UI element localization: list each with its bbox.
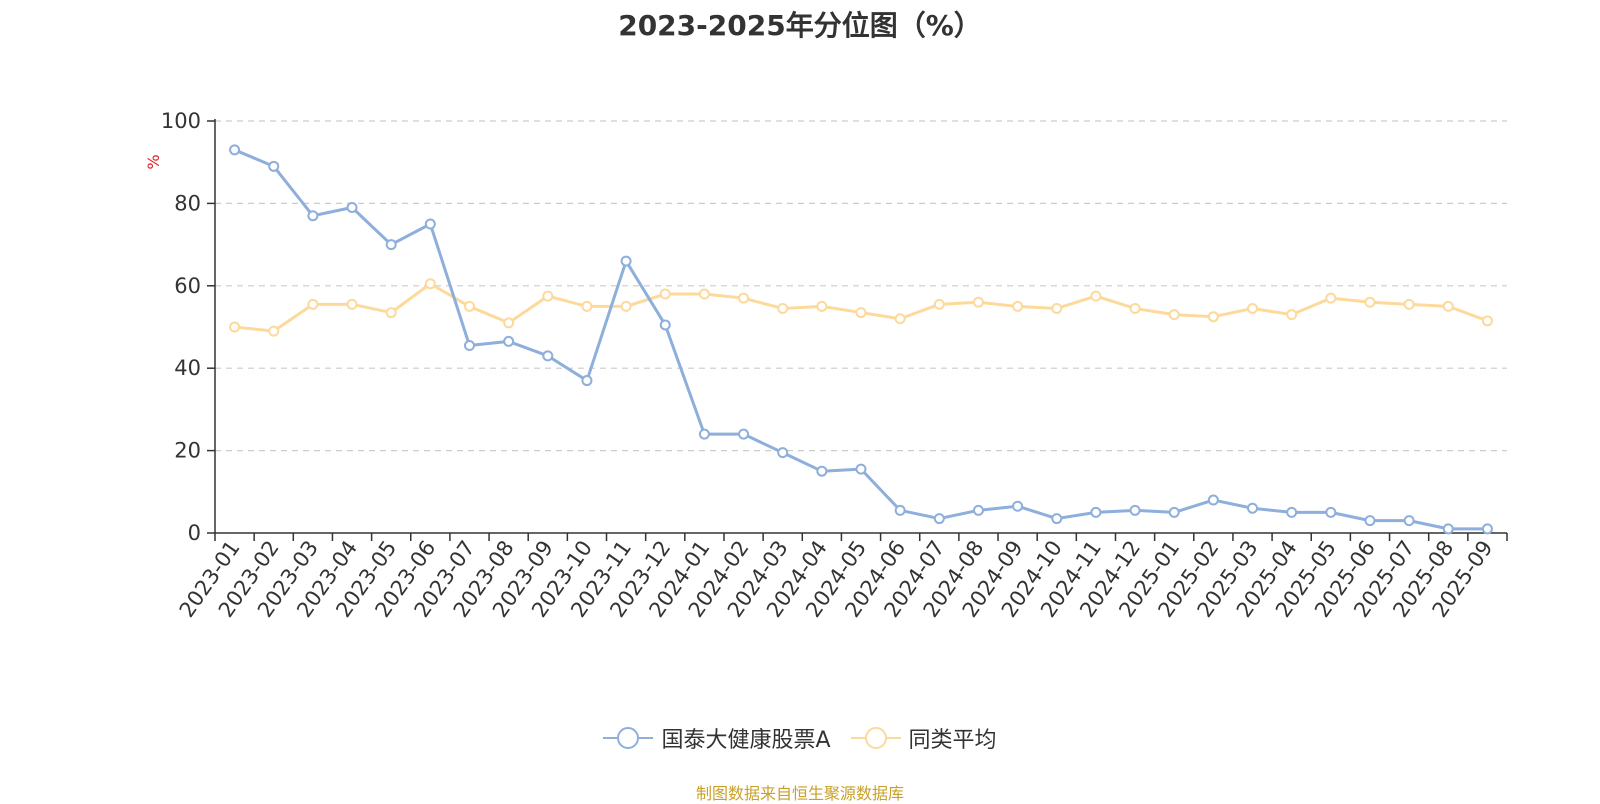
data-point-series-1[interactable]	[1247, 502, 1259, 514]
data-point-series-1[interactable]	[659, 319, 671, 331]
data-point-series-2[interactable]	[972, 296, 984, 308]
data-point-series-2[interactable]	[1442, 300, 1454, 312]
data-point-series-1[interactable]	[463, 340, 475, 352]
legend-label-series-2: 同类平均	[908, 728, 997, 753]
data-point-series-2[interactable]	[268, 325, 280, 337]
axes: 0204060801002023-012023-022023-032023-04…	[161, 109, 1508, 622]
data-point-series-2[interactable]	[1090, 290, 1102, 302]
data-point-series-1[interactable]	[777, 447, 789, 459]
data-point-series-2[interactable]	[1168, 309, 1180, 321]
data-point-series-2[interactable]	[738, 292, 750, 304]
data-point-series-2[interactable]	[777, 302, 789, 314]
data-point-series-2[interactable]	[385, 307, 397, 319]
legend-marker-series-1-icon	[603, 727, 654, 749]
data-point-series-2[interactable]	[346, 298, 358, 310]
data-point-series-1[interactable]	[620, 255, 632, 267]
data-point-series-1[interactable]	[1168, 506, 1180, 518]
y-tick-label: 40	[174, 356, 201, 380]
data-point-series-1[interactable]	[738, 428, 750, 440]
data-point-series-2[interactable]	[933, 298, 945, 310]
legend-item-series-2[interactable]: 同类平均	[850, 722, 997, 754]
data-point-series-2[interactable]	[1364, 296, 1376, 308]
data-point-series-2[interactable]	[816, 300, 828, 312]
data-point-series-1[interactable]	[1090, 506, 1102, 518]
data-point-series-2[interactable]	[1247, 302, 1259, 314]
series	[229, 144, 1493, 535]
data-point-series-2[interactable]	[581, 300, 593, 312]
data-point-series-1[interactable]	[816, 465, 828, 477]
data-point-series-1[interactable]	[972, 504, 984, 516]
data-point-series-1[interactable]	[346, 202, 358, 214]
y-tick-label: 20	[174, 439, 201, 463]
legend-marker-series-2-icon	[850, 727, 901, 749]
data-point-series-1[interactable]	[1403, 515, 1415, 527]
data-point-series-1[interactable]	[581, 375, 593, 387]
data-point-series-2[interactable]	[659, 288, 671, 300]
data-point-series-2[interactable]	[1207, 311, 1219, 323]
y-tick-label: 80	[174, 191, 201, 215]
data-point-series-2[interactable]	[855, 307, 867, 319]
data-point-series-2[interactable]	[307, 298, 319, 310]
data-point-series-1[interactable]	[1364, 515, 1376, 527]
data-point-series-1[interactable]	[1481, 523, 1493, 535]
data-point-series-2[interactable]	[1129, 302, 1141, 314]
y-tick-label: 60	[174, 274, 201, 298]
data-point-series-1[interactable]	[1012, 500, 1024, 512]
data-point-series-2[interactable]	[1325, 292, 1337, 304]
data-point-series-1[interactable]	[1442, 523, 1454, 535]
data-point-series-2[interactable]	[503, 317, 515, 329]
y-axis-label: %	[144, 154, 163, 169]
data-point-series-1[interactable]	[1207, 494, 1219, 506]
data-point-series-2[interactable]	[542, 290, 554, 302]
grid-lines	[215, 120, 1507, 452]
data-point-series-1[interactable]	[1325, 506, 1337, 518]
data-point-series-2[interactable]	[1051, 302, 1063, 314]
legend-item-series-1[interactable]: 国泰大健康股票A	[603, 722, 831, 754]
legend-label-series-1: 国泰大健康股票A	[661, 728, 831, 753]
data-point-series-2[interactable]	[1286, 309, 1298, 321]
data-point-series-2[interactable]	[698, 288, 710, 300]
line-chart: 0204060801002023-012023-022023-032023-04…	[144, 109, 1508, 622]
data-point-series-2[interactable]	[229, 321, 241, 333]
data-point-series-1[interactable]	[229, 144, 241, 156]
data-point-series-2[interactable]	[463, 300, 475, 312]
data-point-series-1[interactable]	[424, 218, 436, 230]
data-point-series-2[interactable]	[894, 313, 906, 325]
data-point-series-2[interactable]	[620, 300, 632, 312]
data-point-series-1[interactable]	[307, 210, 319, 222]
data-point-series-1[interactable]	[385, 239, 397, 251]
data-point-series-2[interactable]	[424, 278, 436, 290]
data-point-series-2[interactable]	[1403, 298, 1415, 310]
data-point-series-2[interactable]	[1481, 315, 1493, 327]
y-tick-label: 100	[161, 109, 201, 133]
data-point-series-1[interactable]	[894, 504, 906, 516]
data-point-series-1[interactable]	[1286, 506, 1298, 518]
data-point-series-1[interactable]	[503, 335, 515, 347]
data-point-series-1[interactable]	[1051, 513, 1063, 525]
data-point-series-1[interactable]	[855, 463, 867, 475]
y-tick-label: 0	[188, 521, 201, 545]
data-point-series-1[interactable]	[933, 513, 945, 525]
data-point-series-1[interactable]	[268, 160, 280, 172]
source-note: 制图数据来自恒生聚源数据库	[695, 784, 904, 803]
data-point-series-2[interactable]	[1012, 300, 1024, 312]
data-point-series-1[interactable]	[542, 350, 554, 362]
data-point-series-1[interactable]	[1129, 504, 1141, 516]
data-point-series-1[interactable]	[698, 428, 710, 440]
chart-title: 2023-2025年分位图（%）	[618, 9, 982, 42]
legend: 国泰大健康股票A 同类平均	[0, 722, 1600, 754]
